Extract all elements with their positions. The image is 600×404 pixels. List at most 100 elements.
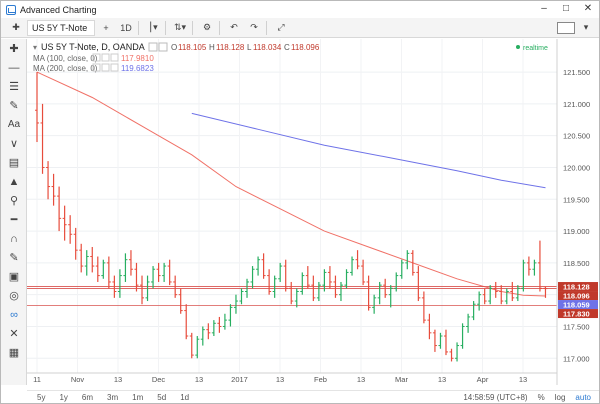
trend-line-icon[interactable]: ― <box>8 61 20 74</box>
ohlc-bar <box>410 250 415 276</box>
maximize-icon[interactable]: □ <box>562 3 570 14</box>
time-tick-label: Apr <box>477 375 489 384</box>
ohlc-bar <box>51 173 56 206</box>
time-tick-label: 13 <box>276 375 284 384</box>
price-tick-label: 118.500 <box>563 259 590 268</box>
ohlc-bar <box>123 253 128 282</box>
ohlc-bar <box>455 342 460 362</box>
price-label-bg <box>558 309 598 319</box>
realtime-indicator: realtime <box>523 45 548 52</box>
compare-add-button[interactable]: + <box>103 22 109 33</box>
ohlc-bar <box>106 256 111 289</box>
redo-icon[interactable]: ↷ <box>250 22 258 32</box>
time-display[interactable]: 14:58:59 (UTC+8) <box>463 392 528 402</box>
remove-tools-icon[interactable]: ✕ <box>9 328 19 340</box>
zoom-icon[interactable]: ⚲ <box>9 195 19 207</box>
time-tick-label: Dec <box>152 375 166 384</box>
legend-hide-icon <box>158 42 168 52</box>
ohlc-bar <box>361 259 366 286</box>
close-icon[interactable]: ✕ <box>583 3 593 14</box>
window-title: Advanced Charting <box>20 4 97 15</box>
measure-icon[interactable]: ━ <box>10 214 18 226</box>
trash-icon[interactable]: ▦ <box>8 347 20 359</box>
ma200-remove-icon <box>110 63 119 72</box>
pattern-icon[interactable]: ∨ <box>9 138 19 150</box>
lock-icon[interactable]: ▣ <box>8 271 20 283</box>
ma200-label: MA (200, close, 0) <box>33 64 98 73</box>
ohlc-bar <box>510 281 515 302</box>
crosshair-icon[interactable]: ✚ <box>12 22 20 32</box>
legend-o-label: O <box>171 43 177 52</box>
ohlc-bar <box>493 281 498 298</box>
range-1d[interactable]: 1d <box>180 392 190 402</box>
ohlc-bar <box>245 278 250 298</box>
range-1m[interactable]: 1m <box>132 392 144 402</box>
symbol-search-input[interactable]: US 5Y T-Note <box>27 19 95 36</box>
interval-select[interactable]: 1D <box>120 22 132 33</box>
minimize-icon[interactable]: – <box>541 3 547 14</box>
chart-properties-icon[interactable]: ⚙ <box>202 22 212 32</box>
undo-icon[interactable]: ↶ <box>230 22 238 32</box>
ohlc-bar <box>350 256 355 276</box>
price-label: 118.059 <box>563 301 590 310</box>
ohlc-bar <box>68 215 73 244</box>
fullscreen-icon[interactable]: ⤢ <box>277 22 285 32</box>
layout-dropdown-icon[interactable]: ▾ <box>583 22 589 32</box>
range-1y[interactable]: 1y <box>59 392 68 402</box>
legend-close: 118.096 <box>291 43 320 52</box>
price-chart[interactable]: 121.500 121.000 120.500 120.000 119.500 119.0… <box>27 39 599 385</box>
hide-drawings-icon[interactable]: ◎ <box>9 290 19 302</box>
stay-drawing-icon[interactable]: ✎ <box>9 252 19 264</box>
ohlc-bar <box>316 281 321 302</box>
bar-style-icon[interactable]: ⎮▾ <box>148 22 158 32</box>
time-tick-label: Mar <box>395 375 408 384</box>
text-tool-icon[interactable]: Aa <box>7 119 21 130</box>
range-6m[interactable]: 6m <box>81 392 94 402</box>
ohlc-bar <box>200 326 205 346</box>
indicators-icon[interactable]: ⇅▾ <box>173 22 187 32</box>
ohlc-bar <box>228 304 233 327</box>
time-tick-label: 13 <box>357 375 365 384</box>
range-5d[interactable]: 5d <box>157 392 167 402</box>
log-toggle[interactable]: log <box>554 392 566 402</box>
brush-icon[interactable]: ✎ <box>9 100 19 112</box>
icon-shapes-icon[interactable]: ▲ <box>8 175 20 188</box>
ohlc-bar <box>449 348 454 362</box>
magnet-icon[interactable]: ∩ <box>10 232 18 245</box>
link-icon[interactable]: ∞ <box>10 308 18 321</box>
pitchfork-icon[interactable]: ☰ <box>9 81 19 93</box>
ohlc-bar <box>267 269 272 295</box>
ma100-remove-icon <box>110 53 119 62</box>
ohlc-bar <box>184 304 189 340</box>
layout-select-icon[interactable] <box>557 21 575 34</box>
time-tick-label: 2017 <box>231 375 248 384</box>
ohlc-bar <box>272 275 277 298</box>
ohlc-bar <box>239 288 244 305</box>
ohlc-bar <box>366 275 371 311</box>
ohlc-bar <box>173 275 178 298</box>
ohlc-bar <box>145 275 150 302</box>
ohlc-bar <box>499 285 504 305</box>
ohlc-bar <box>90 246 95 273</box>
ohlc-bar <box>460 323 465 349</box>
auto-toggle[interactable]: auto <box>575 392 591 402</box>
ohlc-bar <box>427 313 432 340</box>
range-3m[interactable]: 3m <box>107 392 119 402</box>
ohlc-bar <box>477 291 482 311</box>
time-tick-label: 11 <box>33 375 41 384</box>
ohlc-bar <box>84 250 89 276</box>
ohlc-bar <box>189 332 194 359</box>
ohlc-bar <box>162 262 167 282</box>
range-5y[interactable]: 5y <box>37 392 46 402</box>
price-tick-label: 117.000 <box>563 354 590 363</box>
cursor-icon[interactable]: ✚ <box>9 43 19 55</box>
ohlc-bar <box>140 275 145 305</box>
percent-toggle[interactable]: % <box>537 392 545 402</box>
prediction-icon[interactable]: ▤ <box>8 157 20 169</box>
ohlc-bar <box>515 285 520 302</box>
ohlc-bar <box>543 286 548 298</box>
legend-c-label: C <box>284 43 290 52</box>
chart-area[interactable]: 121.500 121.000 120.500 120.000 119.500 119.0… <box>27 39 599 385</box>
price-tick-label: 119.500 <box>563 195 590 204</box>
